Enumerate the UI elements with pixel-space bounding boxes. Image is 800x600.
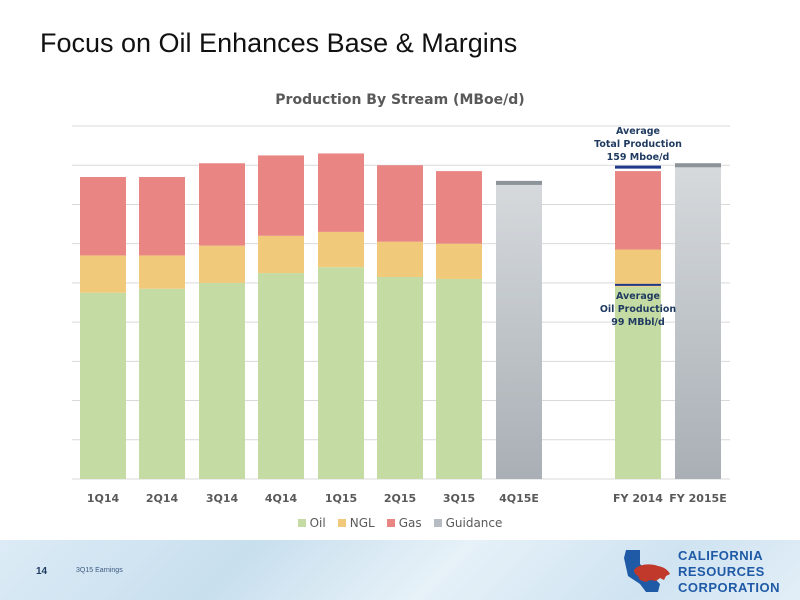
category-label: 4Q14: [265, 492, 298, 505]
legend-item-ngl: NGL: [337, 516, 375, 530]
category-label: 1Q14: [87, 492, 120, 505]
bar-oil: [258, 273, 304, 479]
production-chart: 1Q14 2Q14 3Q14 4Q14 1Q15 2Q15 3Q15 4Q15E FY 2014…: [72, 125, 730, 505]
bar-gas: [80, 176, 126, 256]
bar-ngl: [258, 235, 304, 274]
category-label: 1Q15: [325, 492, 357, 505]
footer-caption: 3Q15 Earnings: [76, 567, 123, 574]
bar-gas: [139, 176, 185, 256]
legend-label-gas: Gas: [398, 516, 422, 530]
bar-gas: [318, 153, 364, 232]
bar-guidance-cap: [675, 163, 721, 168]
bar-gas: [615, 171, 661, 250]
bar-oil: [80, 292, 126, 479]
legend-label-guidance: Guidance: [445, 516, 503, 530]
bar-ngl: [436, 243, 482, 279]
bar-guidance-cap: [496, 180, 542, 185]
bar-ngl: [139, 255, 185, 289]
annotation-text: Oil Production: [600, 304, 677, 315]
legend-swatch-ngl: [337, 519, 346, 527]
logo-text-line1: CALIFORNIA: [678, 548, 764, 563]
bar-guidance: [496, 180, 542, 479]
category-label: FY 2015E: [669, 492, 726, 505]
legend-item-gas: Gas: [386, 516, 422, 530]
legend-swatch-oil: [297, 519, 306, 527]
bar-gas: [377, 165, 423, 242]
legend-label-oil: Oil: [309, 516, 326, 530]
bar-gas: [199, 163, 245, 246]
bars: [80, 153, 721, 479]
bar-guidance: [675, 163, 721, 479]
california-bear-icon: [624, 550, 670, 592]
legend: Oil NGL Gas Guidance: [0, 516, 800, 530]
category-label: 3Q15: [443, 492, 475, 505]
company-logo: CALIFORNIA RESOURCES CORPORATION: [620, 546, 790, 596]
category-label: 2Q14: [146, 492, 179, 505]
annotation-text: Total Production: [594, 139, 682, 150]
bar-ngl: [80, 255, 126, 293]
footer-band: 14 3Q15 Earnings CALIFORNIA RESOURCES CO…: [0, 540, 800, 600]
category-label: FY 2014: [613, 492, 663, 505]
legend-item-guidance: Guidance: [433, 516, 503, 530]
legend-item-oil: Oil: [297, 516, 326, 530]
bar-oil: [139, 288, 185, 479]
bar-oil: [318, 267, 364, 479]
bar-oil: [436, 278, 482, 479]
bar-ngl: [199, 245, 245, 283]
bar-gas: [258, 155, 304, 236]
legend-label-ngl: NGL: [349, 516, 375, 530]
category-label: 4Q15E: [499, 492, 539, 505]
annotation-text: 99 MBbl/d: [611, 317, 665, 328]
annotation-text: Average: [616, 291, 660, 302]
logo-text-line2: RESOURCES: [678, 564, 765, 579]
annotations: Average Total Production 159 Mboe/d Average…: [594, 126, 682, 328]
bar-ngl: [318, 231, 364, 268]
slide-title: Focus on Oil Enhances Base & Margins: [40, 28, 518, 58]
legend-swatch-gas: [386, 519, 395, 527]
bar-oil: [199, 282, 245, 479]
category-labels: 1Q14 2Q14 3Q14 4Q14 1Q15 2Q15 3Q15 4Q15E FY 2014…: [87, 492, 727, 505]
bar-gas: [436, 171, 482, 244]
category-label: 2Q15: [384, 492, 416, 505]
annotation-text: 159 Mboe/d: [607, 152, 670, 163]
logo-text-line3: CORPORATION: [678, 580, 781, 595]
annotation-text: Average: [616, 126, 660, 137]
bar-ngl: [377, 241, 423, 278]
legend-swatch-guidance: [433, 519, 442, 527]
bar-oil: [615, 286, 661, 479]
category-label: 3Q14: [206, 492, 239, 505]
bar-oil: [377, 277, 423, 479]
bar-ngl: [615, 249, 661, 287]
chart-title: Production By Stream (MBoe/d): [275, 92, 525, 108]
page-number: 14: [36, 566, 48, 577]
